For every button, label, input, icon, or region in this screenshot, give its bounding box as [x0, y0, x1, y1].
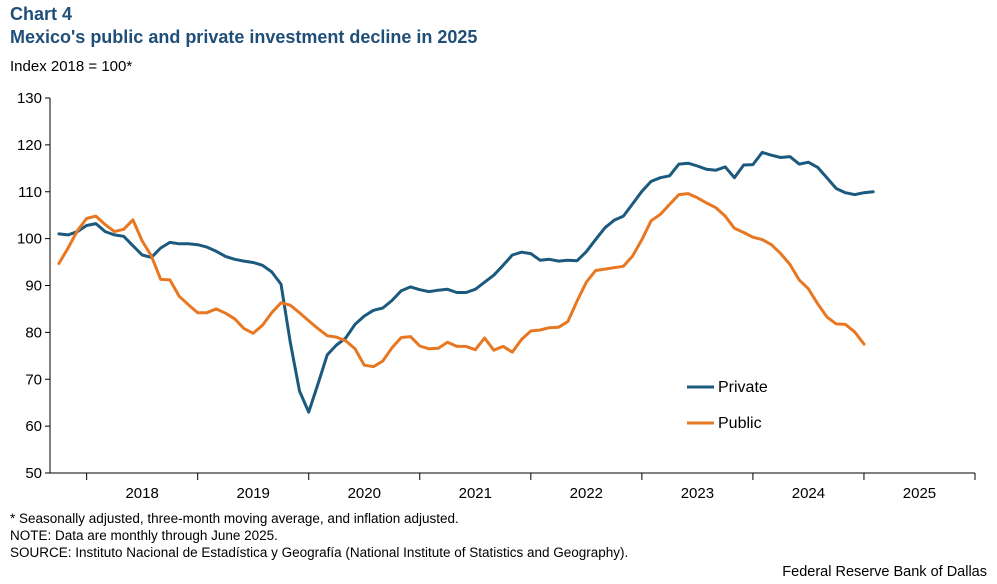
y-tick-label: 80 — [25, 324, 42, 341]
y-tick-label: 70 — [25, 371, 42, 388]
x-tick-label: 2018 — [125, 485, 158, 502]
x-tick-label: 2023 — [681, 485, 714, 502]
x-tick-label: 2022 — [570, 485, 603, 502]
y-tick-label: 120 — [17, 137, 42, 154]
chart-notes: * Seasonally adjusted, three-month movin… — [10, 510, 628, 561]
footnote: * Seasonally adjusted, three-month movin… — [10, 511, 459, 526]
source-line: SOURCE: Instituto Nacional de Estadístic… — [10, 545, 629, 560]
y-tick-label: 50 — [25, 465, 42, 482]
y-tick-label: 90 — [25, 278, 42, 295]
series-line-public — [57, 192, 866, 369]
x-tick-label: 2025 — [903, 485, 936, 502]
y-tick-label: 130 — [17, 90, 42, 107]
x-tick-label: 2021 — [459, 485, 492, 502]
chart-title: Mexico's public and private investment d… — [10, 27, 478, 47]
series-line-private — [57, 150, 875, 414]
y-tick-label: 100 — [17, 231, 42, 248]
legend-label-public: Public — [718, 415, 762, 432]
x-tick-label: 2020 — [348, 485, 381, 502]
y-tick-label: 110 — [18, 184, 42, 201]
y-tick-label: 60 — [25, 418, 42, 435]
legend-label-private: Private — [718, 379, 768, 396]
x-tick-label: 2019 — [237, 485, 270, 502]
credit-line: Federal Reserve Bank of Dallas — [782, 564, 987, 580]
chart-number: Chart 4 — [10, 4, 73, 24]
chart-subtitle: Index 2018 = 100* — [10, 58, 133, 75]
x-tick-label: 2024 — [792, 485, 825, 502]
note-line: NOTE: Data are monthly through June 2025… — [10, 528, 278, 543]
